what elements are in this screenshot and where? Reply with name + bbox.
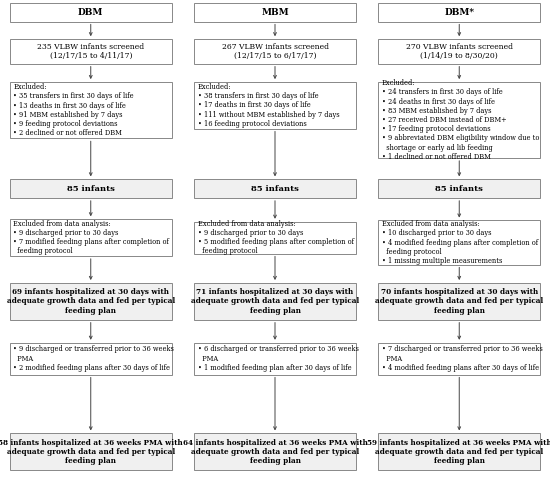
Text: Excluded:
• 38 transfers in first 30 days of life
• 17 deaths in first 30 days o: Excluded: • 38 transfers in first 30 day… [198, 83, 339, 128]
Text: 270 VLBW infants screened
(1/14/19 to 8/30/20): 270 VLBW infants screened (1/14/19 to 8/… [406, 43, 513, 60]
Text: • 6 discharged or transferred prior to 36 weeks
  PMA
• 1 modified feeding plan : • 6 discharged or transferred prior to 3… [198, 345, 359, 372]
Text: 64 infants hospitalized at 36 weeks PMA with
adequate growth data and fed per ty: 64 infants hospitalized at 36 weeks PMA … [183, 439, 367, 465]
FancyBboxPatch shape [194, 3, 356, 22]
FancyBboxPatch shape [378, 283, 540, 319]
Text: 70 infants hospitalized at 30 days with
adequate growth data and fed per typical: 70 infants hospitalized at 30 days with … [375, 288, 543, 315]
Text: Excluded:
• 24 transfers in first 30 days of life
• 24 deaths in first 30 days o: Excluded: • 24 transfers in first 30 day… [382, 79, 540, 161]
Text: 85 infants: 85 infants [67, 185, 115, 193]
FancyBboxPatch shape [194, 434, 356, 470]
Text: Excluded:
• 35 transfers in first 30 days of life
• 13 deaths in first 30 days o: Excluded: • 35 transfers in first 30 day… [14, 83, 134, 137]
FancyBboxPatch shape [194, 343, 356, 374]
Text: 69 infants hospitalized at 30 days with
adequate growth data and fed per typical: 69 infants hospitalized at 30 days with … [7, 288, 175, 315]
FancyBboxPatch shape [10, 343, 172, 374]
FancyBboxPatch shape [194, 179, 356, 198]
Text: • 9 discharged or transferred prior to 36 weeks
  PMA
• 2 modified feeding plans: • 9 discharged or transferred prior to 3… [14, 345, 174, 372]
Text: 71 infants hospitalized at 30 days with
adequate growth data and fed per typical: 71 infants hospitalized at 30 days with … [191, 288, 359, 315]
FancyBboxPatch shape [10, 220, 172, 256]
Text: DBM: DBM [78, 8, 103, 17]
FancyBboxPatch shape [378, 82, 540, 158]
Text: DBM*: DBM* [444, 8, 474, 17]
Text: Excluded from data analysis:
• 9 discharged prior to 30 days
• 7 modified feedin: Excluded from data analysis: • 9 dischar… [14, 220, 169, 255]
Text: 58 infants hospitalized at 36 weeks PMA with
adequate growth data and fed per ty: 58 infants hospitalized at 36 weeks PMA … [0, 439, 183, 465]
FancyBboxPatch shape [378, 179, 540, 198]
FancyBboxPatch shape [378, 220, 540, 265]
Text: 267 VLBW infants screened
(12/17/15 to 6/17/17): 267 VLBW infants screened (12/17/15 to 6… [222, 43, 328, 60]
FancyBboxPatch shape [10, 179, 172, 198]
Text: Excluded from data analysis:
• 9 discharged prior to 30 days
• 5 modified feedin: Excluded from data analysis: • 9 dischar… [198, 220, 354, 255]
FancyBboxPatch shape [10, 3, 172, 22]
Text: • 7 discharged or transferred prior to 36 weeks
  PMA
• 4 modified feeding plans: • 7 discharged or transferred prior to 3… [382, 345, 543, 372]
FancyBboxPatch shape [194, 283, 356, 319]
FancyBboxPatch shape [194, 39, 356, 64]
FancyBboxPatch shape [10, 82, 172, 138]
Text: Excluded from data analysis:
• 10 discharged prior to 30 days
• 4 modified feedi: Excluded from data analysis: • 10 discha… [382, 220, 538, 265]
Text: 85 infants: 85 infants [435, 185, 483, 193]
FancyBboxPatch shape [378, 343, 540, 374]
Text: 235 VLBW infants screened
(12/17/15 to 4/11/17): 235 VLBW infants screened (12/17/15 to 4… [37, 43, 144, 60]
FancyBboxPatch shape [10, 39, 172, 64]
FancyBboxPatch shape [378, 3, 540, 22]
FancyBboxPatch shape [10, 434, 172, 470]
Text: MBM: MBM [261, 8, 289, 17]
FancyBboxPatch shape [378, 434, 540, 470]
FancyBboxPatch shape [194, 221, 356, 254]
Text: 85 infants: 85 infants [251, 185, 299, 193]
FancyBboxPatch shape [194, 82, 356, 128]
Text: 59 infants hospitalized at 36 weeks PMA with
adequate growth data and fed per ty: 59 infants hospitalized at 36 weeks PMA … [367, 439, 550, 465]
FancyBboxPatch shape [378, 39, 540, 64]
FancyBboxPatch shape [10, 283, 172, 319]
